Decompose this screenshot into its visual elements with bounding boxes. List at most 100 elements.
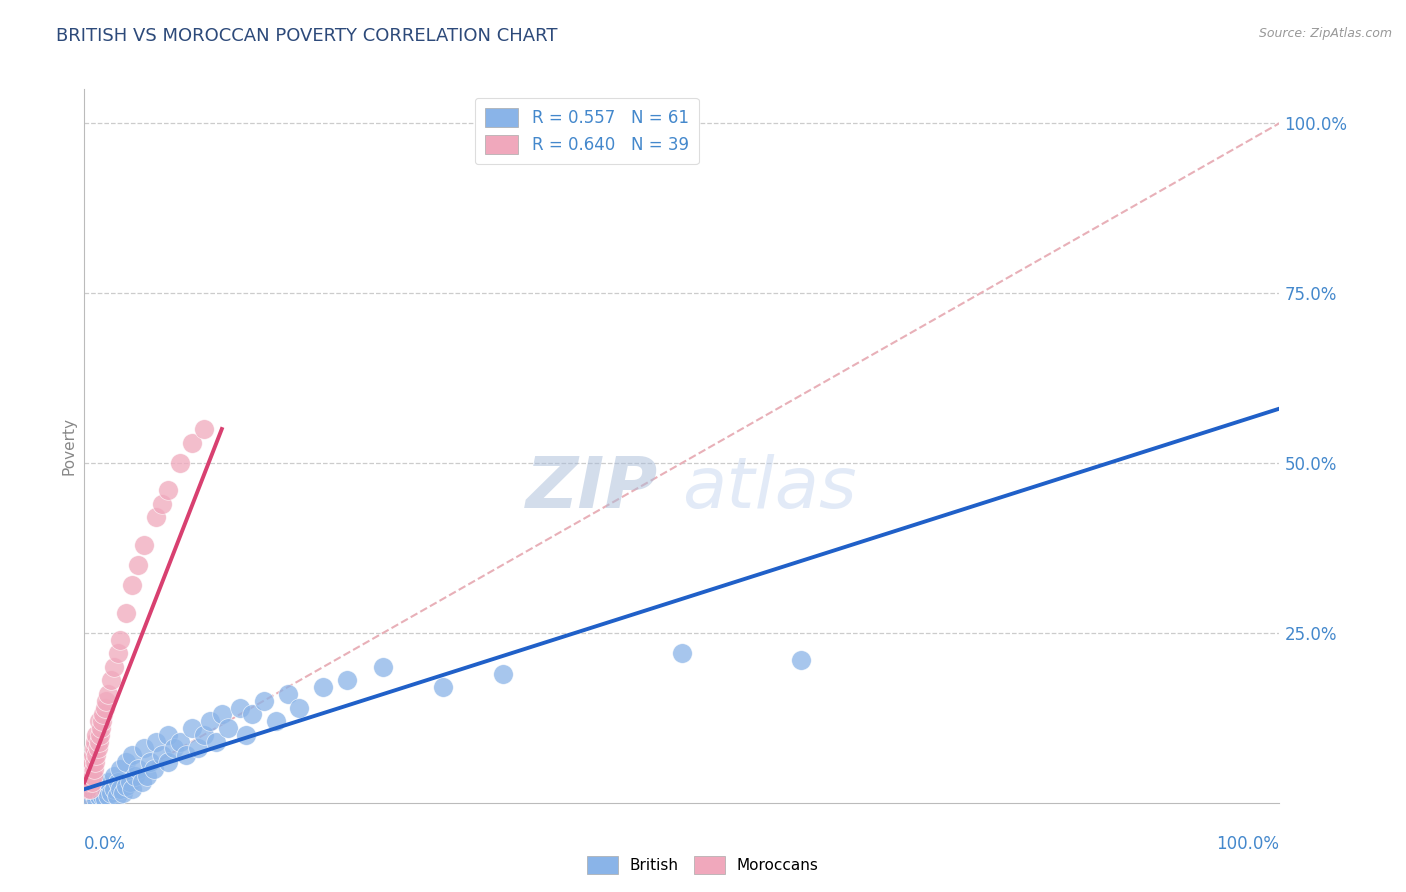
Point xyxy=(93,707,115,722)
Point xyxy=(118,775,141,789)
Point xyxy=(174,748,197,763)
Point xyxy=(110,632,132,647)
Point xyxy=(671,646,693,660)
Point xyxy=(100,673,122,688)
Point xyxy=(169,734,191,748)
Point xyxy=(86,748,108,763)
Point xyxy=(127,762,149,776)
Point xyxy=(790,653,813,667)
Point xyxy=(277,687,299,701)
Point xyxy=(115,779,138,793)
Point xyxy=(432,680,454,694)
Point xyxy=(93,700,115,714)
Point xyxy=(91,779,114,793)
Point xyxy=(103,660,125,674)
Point xyxy=(77,769,100,783)
Point xyxy=(235,728,257,742)
Point xyxy=(84,734,107,748)
Point xyxy=(86,792,108,806)
Point xyxy=(82,782,104,797)
Point xyxy=(80,755,103,769)
Point xyxy=(169,456,191,470)
Point xyxy=(121,578,143,592)
Point xyxy=(87,714,110,729)
Point xyxy=(312,680,335,694)
Point xyxy=(79,789,101,803)
Point xyxy=(492,666,515,681)
Point xyxy=(76,782,98,797)
Point xyxy=(97,687,120,701)
Point xyxy=(90,721,112,735)
Point xyxy=(115,606,138,620)
Text: Source: ZipAtlas.com: Source: ZipAtlas.com xyxy=(1258,27,1392,40)
Point xyxy=(205,734,228,748)
Point xyxy=(157,728,180,742)
Point xyxy=(240,707,263,722)
Point xyxy=(264,714,287,729)
Legend: British, Moroccans: British, Moroccans xyxy=(581,850,825,880)
Point xyxy=(89,775,111,789)
Point xyxy=(83,762,105,776)
Point xyxy=(103,782,125,797)
Point xyxy=(121,748,143,763)
Point xyxy=(217,721,239,735)
Point xyxy=(97,775,120,789)
Point xyxy=(253,694,276,708)
Point xyxy=(91,789,114,803)
Point xyxy=(110,782,132,797)
Point xyxy=(79,782,101,797)
Point xyxy=(124,769,146,783)
Point xyxy=(142,762,165,776)
Point xyxy=(103,769,125,783)
Point xyxy=(83,786,105,800)
Point xyxy=(105,789,128,803)
Point xyxy=(89,728,111,742)
Point xyxy=(107,775,129,789)
Point xyxy=(371,660,394,674)
Point xyxy=(127,558,149,572)
Point xyxy=(100,786,122,800)
Point xyxy=(193,728,215,742)
Point xyxy=(94,782,117,797)
Text: 0.0%: 0.0% xyxy=(84,835,127,853)
Text: 100.0%: 100.0% xyxy=(1216,835,1279,853)
Point xyxy=(150,748,173,763)
Point xyxy=(193,422,215,436)
Point xyxy=(163,741,186,756)
Point xyxy=(132,741,156,756)
Text: BRITISH VS MOROCCAN POVERTY CORRELATION CHART: BRITISH VS MOROCCAN POVERTY CORRELATION … xyxy=(56,27,558,45)
Point xyxy=(132,537,156,551)
Point xyxy=(115,755,138,769)
Point xyxy=(86,782,108,797)
Point xyxy=(80,775,103,789)
Point xyxy=(97,789,120,803)
Point xyxy=(228,700,252,714)
Point xyxy=(111,786,134,800)
Point xyxy=(91,714,114,729)
Point xyxy=(86,741,108,756)
Point xyxy=(145,510,167,524)
Point xyxy=(121,782,143,797)
Point xyxy=(93,792,115,806)
Point xyxy=(145,734,167,748)
Point xyxy=(288,700,311,714)
Point xyxy=(86,728,108,742)
Point xyxy=(82,748,104,763)
Point xyxy=(131,775,153,789)
Text: atlas: atlas xyxy=(682,454,856,524)
Text: ZIP: ZIP xyxy=(526,454,658,524)
Point xyxy=(139,755,162,769)
Point xyxy=(79,762,101,776)
Point xyxy=(94,694,117,708)
Point xyxy=(107,646,129,660)
Point xyxy=(82,769,104,783)
Point xyxy=(187,741,209,756)
Point xyxy=(87,734,110,748)
Point xyxy=(84,755,107,769)
Y-axis label: Poverty: Poverty xyxy=(60,417,76,475)
Point xyxy=(180,435,202,450)
Point xyxy=(157,755,180,769)
Legend: R = 0.557   N = 61, R = 0.640   N = 39: R = 0.557 N = 61, R = 0.640 N = 39 xyxy=(475,97,699,164)
Point xyxy=(77,775,100,789)
Point xyxy=(110,762,132,776)
